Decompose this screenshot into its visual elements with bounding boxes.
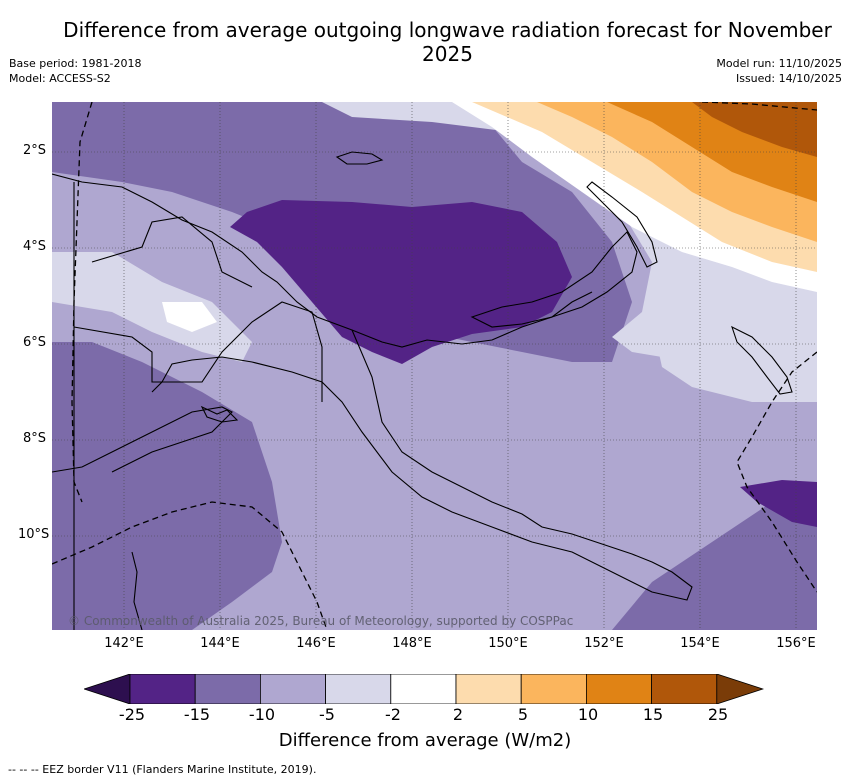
field-mid-purple-se — [612, 492, 817, 630]
colorbar-segment — [129, 674, 196, 704]
eez-north — [701, 102, 817, 111]
y-tick-label: 6°S — [22, 335, 46, 350]
colorbar — [84, 674, 765, 704]
colorbar-tick: -2 — [385, 705, 401, 724]
colorbar-over-arrow — [716, 674, 765, 704]
y-tick-label: 4°S — [22, 239, 46, 254]
field-pale-east — [652, 302, 817, 402]
colorbar-tick: 15 — [642, 705, 664, 724]
base-period: Base period: 1981-2018 — [9, 57, 142, 70]
colorbar-segment — [194, 674, 261, 704]
x-tick-label: 150°E — [488, 636, 528, 651]
field-white-west — [162, 302, 217, 332]
colorbar-segment — [585, 674, 652, 704]
model-run: Model run: 11/10/2025 — [716, 57, 842, 70]
y-tick-label: 8°S — [22, 431, 46, 446]
colorbar-segment — [325, 674, 392, 704]
colorbar-tick: 25 — [707, 705, 729, 724]
x-tick-label: 154°E — [680, 636, 720, 651]
colorbar-label: Difference from average (W/m2) — [278, 730, 572, 751]
x-tick-label: 142°E — [104, 636, 144, 651]
x-tick-label: 146°E — [296, 636, 336, 651]
x-tick-label: 148°E — [392, 636, 432, 651]
field-brown — [692, 102, 817, 157]
model-name: Model: ACCESS-S2 — [9, 72, 111, 85]
header-right: Model run: 11/10/2025 Issued: 14/10/2025 — [716, 56, 842, 86]
colorbar-tick: -25 — [118, 705, 146, 724]
eez-east — [736, 351, 817, 593]
y-tick-label: 2°S — [22, 143, 46, 158]
x-tick-label: 144°E — [200, 636, 240, 651]
new-ireland — [586, 181, 658, 268]
chart-title: Difference from average outgoing longwav… — [63, 18, 832, 66]
coastlines — [52, 151, 793, 630]
province-border — [73, 301, 323, 402]
bougainville — [731, 325, 793, 395]
colorbar-segment — [259, 674, 326, 704]
eez-west — [71, 102, 93, 503]
colorbar-segment — [390, 674, 457, 704]
map-copyright: © Commonwealth of Australia 2025, Bureau… — [68, 614, 574, 628]
colorbar-tick: 10 — [577, 705, 599, 724]
colorbar-tick: -5 — [319, 705, 335, 724]
gridlines — [52, 102, 817, 630]
x-tick-label: 152°E — [584, 636, 624, 651]
y-tick-label: 10°S — [18, 527, 50, 542]
eez-south — [52, 501, 328, 630]
colorbar-under-arrow — [84, 674, 131, 704]
manus-island — [335, 151, 384, 165]
colorbar-segment — [651, 674, 718, 704]
new-britain — [470, 231, 638, 328]
issued-date: Issued: 14/10/2025 — [735, 72, 842, 85]
olr-anomaly-map — [52, 102, 817, 630]
eez-borders — [52, 102, 817, 630]
eez-footnote: -- -- -- EEZ border V11 (Flanders Marine… — [8, 763, 317, 776]
field-deep-purple — [230, 200, 572, 364]
new-guinea-north-coast — [52, 173, 593, 348]
cape-york — [131, 551, 143, 630]
x-tick-label: 156°E — [776, 636, 816, 651]
papuan-peninsula — [151, 329, 693, 601]
field-deep-purple-east — [740, 480, 817, 527]
torres-islands — [200, 405, 239, 423]
colorbar-tick: 5 — [517, 705, 529, 724]
colorbar-tick: -15 — [183, 705, 211, 724]
colorbar-tick: 2 — [452, 705, 464, 724]
colorbar-tick: -10 — [248, 705, 276, 724]
field-mid-purple-sw — [52, 342, 282, 630]
field-pale-west — [52, 252, 252, 362]
province-border-2 — [91, 216, 253, 288]
colorbar-segment — [455, 674, 522, 704]
header-left: Base period: 1981-2018 Model: ACCESS-S2 — [9, 56, 141, 86]
colorbar-segment — [520, 674, 587, 704]
